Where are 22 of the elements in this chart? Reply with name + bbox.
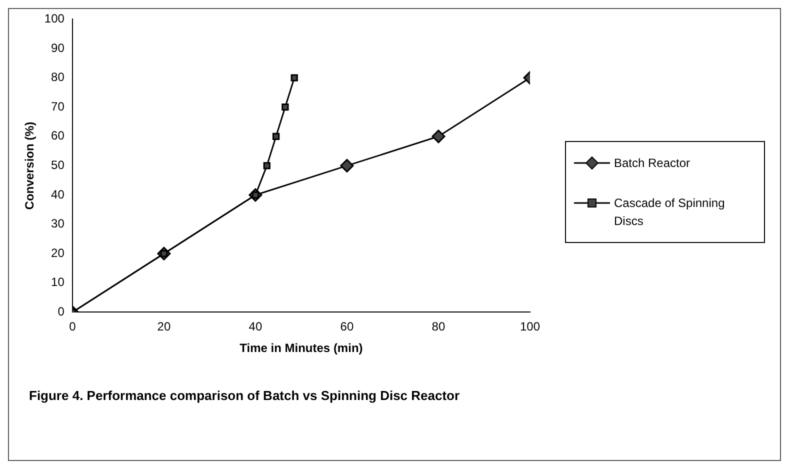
x-tick-label: 80	[432, 320, 446, 334]
y-tick-label: 50	[51, 158, 65, 172]
y-tick-label: 20	[51, 246, 65, 260]
x-axis-title: Time in Minutes (min)	[240, 341, 363, 356]
y-tick-label: 40	[51, 187, 65, 202]
caption: Figure 4. Performance comparison of Batch vs Spinning Disc Reactor	[29, 388, 460, 403]
y-tick-label: 70	[51, 99, 65, 114]
x-tick-label: 0	[69, 320, 76, 334]
x-tick-label: 60	[340, 320, 354, 334]
y-tick-label: 0	[58, 304, 65, 319]
y-tick-label: 100	[44, 12, 65, 26]
y-tick-label: 90	[51, 40, 65, 55]
y-axis-title: Conversion (%)	[22, 122, 37, 210]
y-tick-label: 30	[51, 216, 65, 231]
x-tick-label: 40	[248, 320, 262, 334]
y-tick-label: 10	[51, 275, 65, 290]
y-tick-label: 80	[51, 70, 65, 84]
x-tick-label: 100	[520, 320, 540, 334]
legend-label: Batch Reactor	[614, 155, 690, 172]
y-tick-label: 60	[51, 128, 65, 143]
x-tick-label: 20	[157, 320, 171, 334]
legend-label: Cascade of Spinning Discs	[614, 195, 726, 230]
